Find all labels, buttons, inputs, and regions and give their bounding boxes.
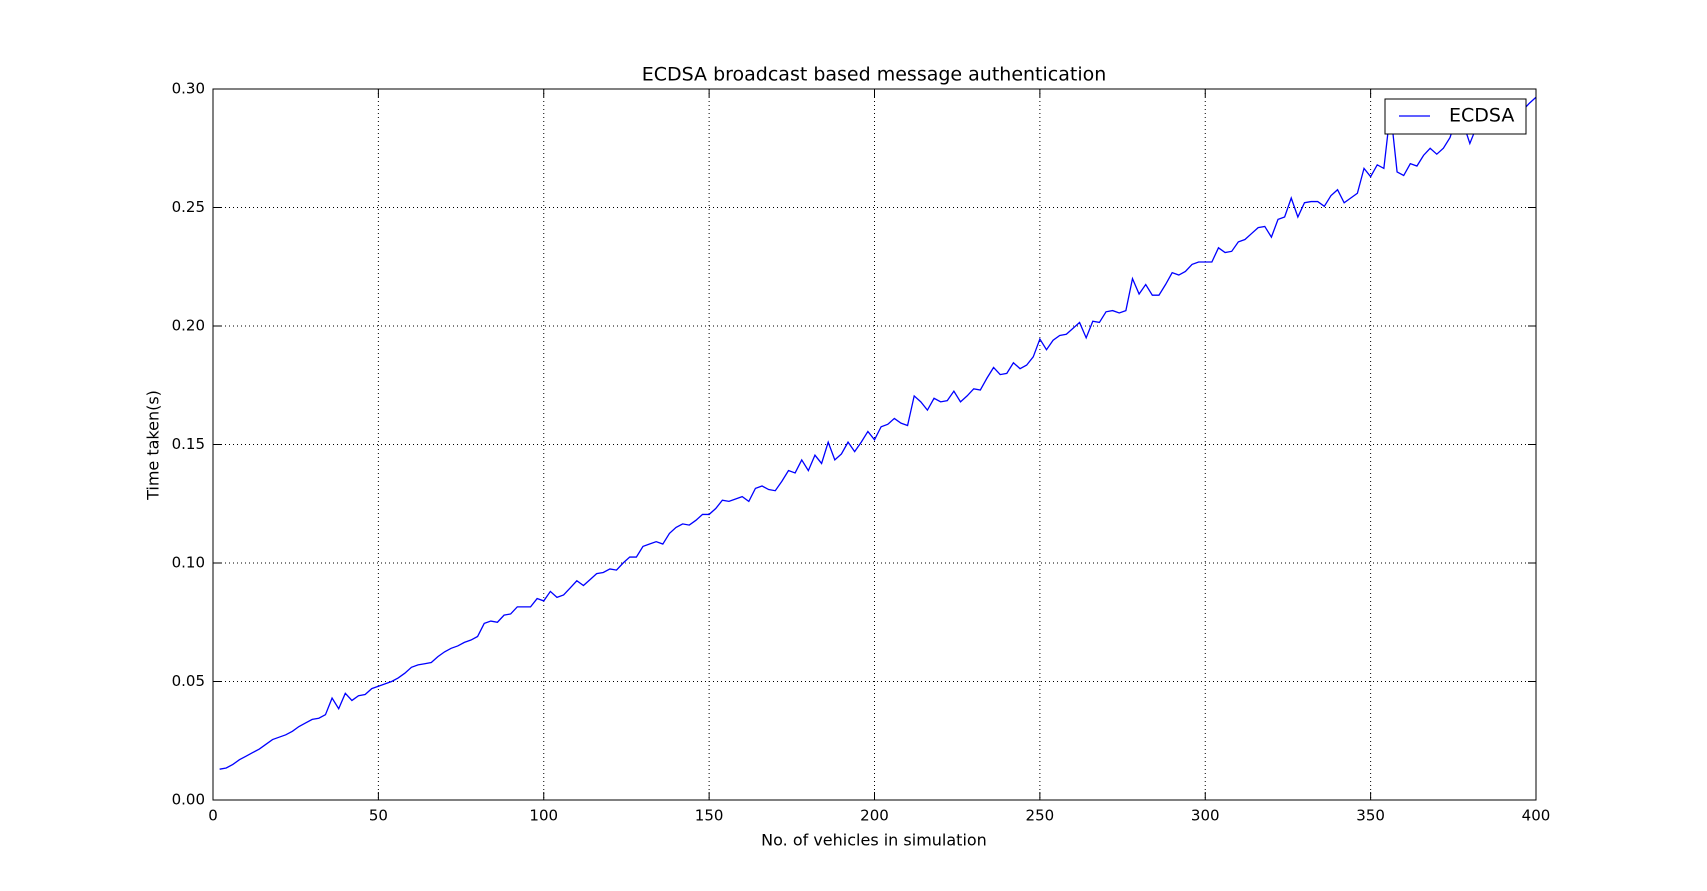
y-tick-label: 0.00 — [172, 791, 205, 809]
x-tick-label: 350 — [1356, 807, 1385, 825]
y-axis-label: Time taken(s) — [144, 390, 163, 501]
y-tick-label: 0.25 — [172, 198, 205, 216]
x-tick-label: 250 — [1026, 807, 1055, 825]
y-tick-label: 0.15 — [172, 435, 205, 453]
plot-frame — [212, 88, 1537, 801]
y-tick-label: 0.20 — [172, 317, 205, 335]
x-tick-label: 100 — [529, 807, 558, 825]
x-axis-label: No. of vehicles in simulation — [761, 831, 987, 850]
y-tick-label: 0.10 — [172, 554, 205, 572]
y-tick-label: 0.05 — [172, 672, 205, 690]
x-tick-label: 200 — [860, 807, 889, 825]
x-tick-label: 400 — [1522, 807, 1551, 825]
x-tick-label: 300 — [1191, 807, 1220, 825]
chart-title: ECDSA broadcast based message authentica… — [642, 64, 1107, 86]
legend-label: ECDSA — [1449, 105, 1514, 127]
y-tick-label: 0.30 — [172, 80, 205, 98]
x-tick-label: 50 — [369, 807, 388, 825]
x-tick-label: 0 — [208, 807, 218, 825]
x-tick-label: 150 — [695, 807, 724, 825]
data-line — [219, 96, 1536, 770]
